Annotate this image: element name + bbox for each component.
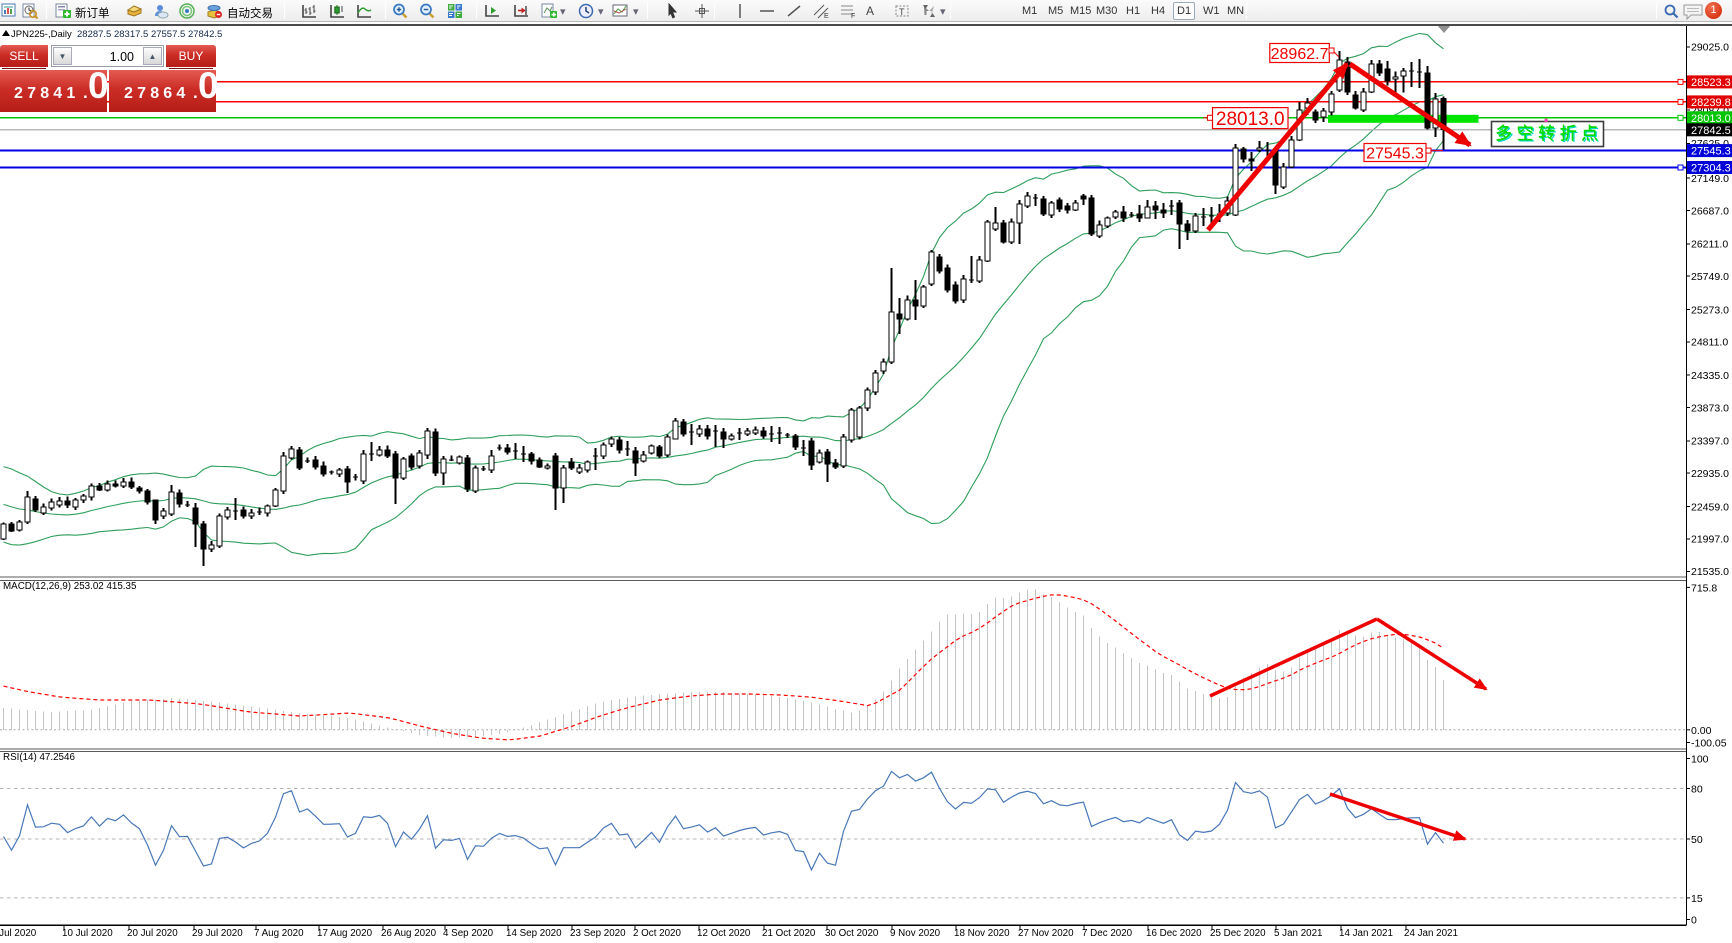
svg-text:22459.0: 22459.0 xyxy=(1691,501,1729,513)
svg-text:27545.3: 27545.3 xyxy=(1366,145,1424,162)
svg-text:0: 0 xyxy=(1691,915,1697,927)
svg-text:28239.8: 28239.8 xyxy=(1691,97,1731,109)
svg-text:28013.0: 28013.0 xyxy=(1691,113,1731,125)
svg-text:2 Jul 2020: 2 Jul 2020 xyxy=(0,928,37,939)
svg-text:26687.0: 26687.0 xyxy=(1691,205,1729,217)
svg-text:100: 100 xyxy=(1691,754,1709,766)
svg-text:12 Oct 2020: 12 Oct 2020 xyxy=(697,928,751,939)
svg-text:22935.0: 22935.0 xyxy=(1691,468,1729,480)
svg-text:15: 15 xyxy=(1691,893,1703,905)
svg-text:17 Aug 2020: 17 Aug 2020 xyxy=(317,928,373,939)
svg-text:10 Jul 2020: 10 Jul 2020 xyxy=(62,928,113,939)
svg-text:2 Oct 2020: 2 Oct 2020 xyxy=(633,928,681,939)
svg-text:MACD(12,26,9) 253.02 415.35: MACD(12,26,9) 253.02 415.35 xyxy=(3,581,137,592)
svg-text:28523.3: 28523.3 xyxy=(1691,77,1731,89)
svg-text:20 Jul 2020: 20 Jul 2020 xyxy=(127,928,178,939)
svg-text:27 Nov 2020: 27 Nov 2020 xyxy=(1018,928,1074,939)
svg-text:25749.0: 25749.0 xyxy=(1691,271,1729,283)
svg-text:24811.0: 24811.0 xyxy=(1691,337,1728,349)
svg-text:RSI(14) 47.2546: RSI(14) 47.2546 xyxy=(3,752,75,763)
svg-text:24 Jan 2021: 24 Jan 2021 xyxy=(1404,928,1458,939)
svg-text:30 Oct 2020: 30 Oct 2020 xyxy=(825,928,879,939)
svg-text:0.00: 0.00 xyxy=(1691,725,1712,737)
svg-text:27545.3: 27545.3 xyxy=(1691,146,1731,158)
svg-text:T: T xyxy=(899,7,905,17)
svg-text:28013.0: 28013.0 xyxy=(1216,109,1285,130)
svg-text:27842.5: 27842.5 xyxy=(1691,125,1731,137)
svg-text:4 Sep 2020: 4 Sep 2020 xyxy=(443,928,494,939)
svg-text:23 Sep 2020: 23 Sep 2020 xyxy=(570,928,626,939)
svg-text:25 Dec 2020: 25 Dec 2020 xyxy=(1210,928,1266,939)
svg-text:5 Jan 2021: 5 Jan 2021 xyxy=(1274,928,1322,939)
svg-text:29025.0: 29025.0 xyxy=(1691,42,1729,54)
svg-text:25273.0: 25273.0 xyxy=(1691,304,1729,316)
svg-text:26 Aug 2020: 26 Aug 2020 xyxy=(381,928,437,939)
svg-text:27304.3: 27304.3 xyxy=(1691,163,1731,175)
svg-text:16 Dec 2020: 16 Dec 2020 xyxy=(1146,928,1202,939)
svg-text:29 Jul 2020: 29 Jul 2020 xyxy=(192,928,243,939)
svg-text:23397.0: 23397.0 xyxy=(1691,436,1729,448)
svg-text:-100.05: -100.05 xyxy=(1691,738,1727,750)
svg-text:多空转折点: 多空转折点 xyxy=(1495,124,1603,143)
svg-text:E: E xyxy=(824,13,829,19)
svg-text:28962.7: 28962.7 xyxy=(1271,46,1329,63)
svg-text:21535.0: 21535.0 xyxy=(1691,566,1729,578)
svg-text:715.8: 715.8 xyxy=(1691,582,1717,594)
svg-text:50: 50 xyxy=(1691,834,1703,846)
svg-text:80: 80 xyxy=(1691,784,1703,796)
svg-text:7 Dec 2020: 7 Dec 2020 xyxy=(1082,928,1133,939)
svg-text:21 Oct 2020: 21 Oct 2020 xyxy=(762,928,816,939)
svg-text:多空转折点: 多空转折点 xyxy=(1495,124,1603,143)
svg-text:24335.0: 24335.0 xyxy=(1691,370,1729,382)
svg-text:F: F xyxy=(851,13,855,19)
svg-text:27149.0: 27149.0 xyxy=(1691,173,1729,185)
svg-text:7 Aug 2020: 7 Aug 2020 xyxy=(254,928,304,939)
svg-text:多空转折点: 多空转折点 xyxy=(1497,126,1605,145)
svg-text:18 Nov 2020: 18 Nov 2020 xyxy=(954,928,1010,939)
svg-text:9 Nov 2020: 9 Nov 2020 xyxy=(890,928,941,939)
svg-text:21997.0: 21997.0 xyxy=(1691,534,1729,546)
svg-text:26211.0: 26211.0 xyxy=(1691,239,1728,251)
svg-text:23873.0: 23873.0 xyxy=(1691,402,1729,414)
svg-text:14 Sep 2020: 14 Sep 2020 xyxy=(506,928,562,939)
svg-text:14 Jan 2021: 14 Jan 2021 xyxy=(1339,928,1393,939)
